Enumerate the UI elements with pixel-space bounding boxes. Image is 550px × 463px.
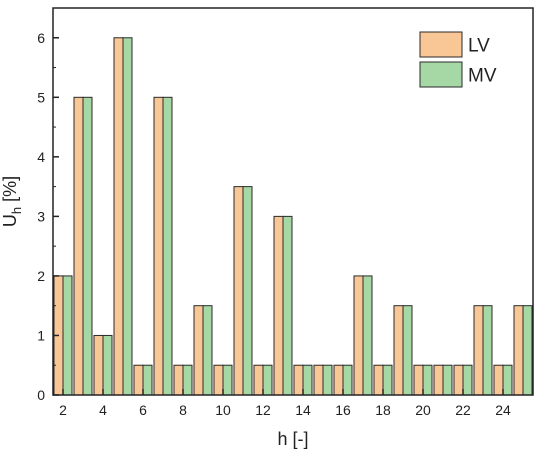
x-tick-label: 22 xyxy=(455,402,471,418)
bar-mv-h16 xyxy=(342,364,353,396)
y-axis-title-main: U xyxy=(0,214,20,227)
y-tick-label: 6 xyxy=(37,30,45,46)
bar-lv-h9 xyxy=(193,305,204,396)
bar-mv-h12 xyxy=(262,364,273,396)
bar-mv-h7 xyxy=(162,96,173,396)
y-tick-label: 0 xyxy=(37,387,45,403)
bar-mv-h3 xyxy=(82,96,93,396)
bar-lv-h18 xyxy=(373,364,384,396)
bar-lv-h14 xyxy=(293,364,304,396)
y-axis-ticks: 0 1 2 3 4 5 6 xyxy=(37,30,59,403)
bar-mv-h13 xyxy=(282,215,293,396)
y-axis-title-subscript: h xyxy=(9,207,24,214)
bar-mv-h18 xyxy=(382,364,393,396)
bar-lv-h4 xyxy=(93,334,104,396)
y-axis-title-unit: [%] xyxy=(0,176,20,207)
legend: LV MV xyxy=(419,31,497,88)
legend-label-mv: MV xyxy=(468,66,497,87)
x-tick-label: 16 xyxy=(335,402,351,418)
bar-lv-h7 xyxy=(153,96,164,396)
y-tick-label: 3 xyxy=(37,208,45,224)
bar-mv-h2 xyxy=(62,275,73,396)
bar-mv-h8 xyxy=(182,364,193,396)
bar-lv-h23 xyxy=(473,305,484,396)
x-tick-label: 4 xyxy=(99,402,107,418)
bar-lv-h25 xyxy=(513,305,524,396)
y-tick-label: 4 xyxy=(37,149,45,165)
bar-lv-h20 xyxy=(413,364,424,396)
bar-lv-h24 xyxy=(493,364,504,396)
bar-lv-h8 xyxy=(173,364,184,396)
legend-swatch-lv xyxy=(419,31,463,58)
x-tick-label: 12 xyxy=(255,402,271,418)
x-tick-label: 6 xyxy=(139,402,147,418)
bar-mv-h21 xyxy=(442,364,453,396)
bar-lv-h10 xyxy=(213,364,224,396)
bar-mv-h19 xyxy=(402,305,413,396)
plot-frame xyxy=(52,7,534,396)
x-tick-label: 24 xyxy=(495,402,511,418)
bar-mv-h10 xyxy=(222,364,233,396)
bar-mv-h9 xyxy=(202,305,213,396)
bar-mv-h25 xyxy=(522,305,533,396)
x-axis-ticks: 2 4 6 8 10 12 14 16 18 20 22 24 xyxy=(59,389,524,418)
bar-mv-h14 xyxy=(302,364,313,396)
y-tick-label: 2 xyxy=(37,268,45,284)
bar-lv-h19 xyxy=(393,305,404,396)
bar-mv-h11 xyxy=(242,186,253,396)
bar-lv-h11 xyxy=(233,186,244,396)
bar-lv-h17 xyxy=(353,275,364,396)
y-axis-title: Uh [%] xyxy=(0,176,24,227)
bar-mv-h24 xyxy=(502,364,513,396)
y-tick-label: 5 xyxy=(37,89,45,105)
x-tick-label: 18 xyxy=(375,402,391,418)
bar-lv-h12 xyxy=(253,364,264,396)
bar-mv-h5 xyxy=(122,37,133,396)
bar-lv-h13 xyxy=(273,215,284,396)
bar-lv-h22 xyxy=(453,364,464,396)
x-tick-label: 8 xyxy=(179,402,187,418)
bar-lv-h5 xyxy=(113,37,124,396)
x-axis-title: h [-] xyxy=(277,429,308,449)
x-tick-label: 20 xyxy=(415,402,431,418)
legend-label-lv: LV xyxy=(468,36,490,57)
bar-mv-h17 xyxy=(362,275,373,396)
bar-lv-h15 xyxy=(313,364,324,396)
bar-mv-h22 xyxy=(462,364,473,396)
bar-mv-h20 xyxy=(422,364,433,396)
bar-lv-h3 xyxy=(73,96,84,396)
bar-mv-h6 xyxy=(142,364,153,396)
bar-lv-h6 xyxy=(133,364,144,396)
bar-mv-h4 xyxy=(102,334,113,396)
x-tick-label: 2 xyxy=(59,402,67,418)
bar-lv-h21 xyxy=(433,364,444,396)
legend-swatch-mv xyxy=(419,61,463,88)
x-tick-label: 10 xyxy=(215,402,231,418)
bar-mv-h23 xyxy=(482,305,493,396)
bar-lv-h16 xyxy=(333,364,344,396)
y-tick-label: 1 xyxy=(37,327,45,343)
bar-mv-h15 xyxy=(322,364,333,396)
x-tick-label: 14 xyxy=(295,402,311,418)
